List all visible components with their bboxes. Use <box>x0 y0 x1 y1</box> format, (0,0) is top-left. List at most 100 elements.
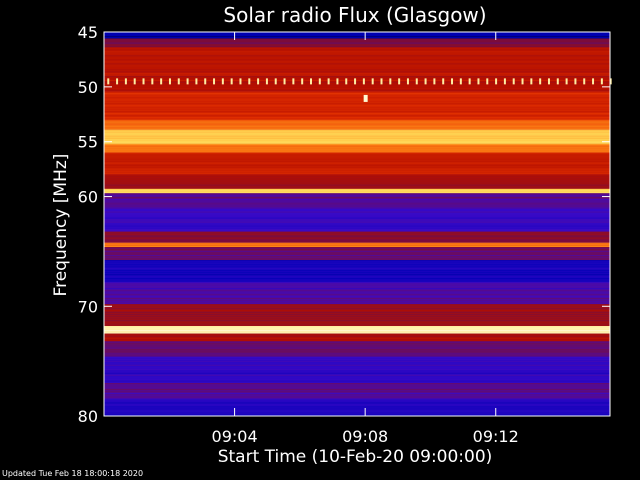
pulse-mark <box>248 78 251 85</box>
band-20 <box>104 333 610 342</box>
pulse-mark <box>151 78 154 85</box>
pulse-mark <box>503 78 506 85</box>
plot-frame <box>103 31 611 417</box>
pulse-mark <box>574 78 577 85</box>
pulse-mark <box>371 78 374 85</box>
y-tick-label: 50 <box>78 78 98 97</box>
pulse-mark <box>592 78 595 85</box>
band-24 <box>104 398 610 416</box>
pulse-mark <box>230 78 233 85</box>
pulse-mark <box>495 78 498 85</box>
pulse-mark <box>318 78 321 85</box>
pulse-mark <box>327 78 330 85</box>
pulse-mark <box>292 78 295 85</box>
updated-timestamp: Updated Tue Feb 18 18:00:18 2020 <box>2 469 144 478</box>
pulse-mark <box>133 78 136 85</box>
band-10 <box>104 188 610 194</box>
pulse-mark <box>442 78 445 85</box>
band-4 <box>104 91 610 121</box>
pulse-mark <box>142 78 145 85</box>
band-13 <box>104 231 610 243</box>
pulse-mark <box>539 78 542 85</box>
pulse-mark <box>380 78 383 85</box>
pulse-mark <box>186 78 189 85</box>
pulse-mark <box>530 78 533 85</box>
pulse-mark <box>213 78 216 85</box>
pulse-mark <box>433 78 436 85</box>
pulse-mark <box>512 78 515 85</box>
pulse-mark <box>415 78 418 85</box>
band-12 <box>104 207 610 233</box>
pulse-mark <box>274 78 277 85</box>
pulse-mark <box>406 78 409 85</box>
band-19 <box>104 326 610 334</box>
band-3 <box>104 75 610 92</box>
pulse-mark <box>301 78 304 85</box>
y-tick-label: 55 <box>78 133 98 152</box>
x-axis-label: Start Time (10-Feb-20 09:00:00) <box>218 447 493 467</box>
x-tick-label: 09:04 <box>212 427 258 446</box>
pulse-mark <box>221 78 224 85</box>
y-axis-ticks: 45 50 55 60 70 80 <box>78 23 610 426</box>
pulse-mark <box>486 78 489 85</box>
pulse-mark <box>265 78 268 85</box>
pulse-mark <box>609 78 612 85</box>
pulse-mark <box>468 78 471 85</box>
band-9 <box>104 174 610 190</box>
x-tick-label: 09:12 <box>473 427 519 446</box>
band-5 <box>104 119 610 130</box>
pulse-mark <box>116 78 119 85</box>
pulse-mark <box>239 78 242 85</box>
band-1 <box>104 38 610 48</box>
pulse-mark <box>204 78 207 85</box>
band-0 <box>104 32 610 39</box>
pulse-mark <box>177 78 180 85</box>
chart-title: Solar radio Flux (Glasgow) <box>223 3 486 27</box>
band-14 <box>104 242 610 248</box>
y-tick-label: 70 <box>78 297 98 316</box>
pulse-mark <box>451 78 454 85</box>
pulse-mark <box>459 78 462 85</box>
plot-area <box>103 31 612 417</box>
band-15 <box>104 247 610 261</box>
band-18 <box>104 304 610 327</box>
pulse-mark <box>521 78 524 85</box>
y-tick-label: 45 <box>78 23 98 42</box>
pulse-mark <box>354 78 357 85</box>
pulse-mark <box>257 78 260 85</box>
band-6 <box>104 129 610 145</box>
band-8 <box>104 152 610 175</box>
band-17 <box>104 282 610 305</box>
pulse-mark <box>398 78 401 85</box>
pulse-mark <box>600 78 603 85</box>
burst-mark <box>363 94 368 102</box>
band-21 <box>104 341 610 357</box>
pulse-mark <box>283 78 286 85</box>
pulse-mark <box>124 78 127 85</box>
pulse-mark <box>107 78 110 85</box>
y-tick-label: 80 <box>78 407 98 426</box>
pulse-mark <box>309 78 312 85</box>
x-axis-ticks: 09:04 09:08 09:12 <box>212 32 519 446</box>
band-2 <box>104 47 610 77</box>
pulse-mark <box>547 78 550 85</box>
band-16 <box>104 260 610 283</box>
pulse-mark <box>477 78 480 85</box>
band-7 <box>104 143 610 153</box>
pulse-mark <box>336 78 339 85</box>
pulse-mark <box>389 78 392 85</box>
band-22 <box>104 356 610 384</box>
pulse-mark <box>345 78 348 85</box>
pulse-mark <box>424 78 427 85</box>
pulse-mark <box>556 78 559 85</box>
pulse-mark <box>583 78 586 85</box>
pulse-mark <box>195 78 198 85</box>
band-23 <box>104 383 610 399</box>
y-axis-label: Frequency [MHz] <box>51 154 71 297</box>
y-tick-label: 60 <box>78 188 98 207</box>
x-tick-label: 09:08 <box>342 427 388 446</box>
pulse-mark <box>362 78 365 85</box>
pulse-mark <box>160 78 163 85</box>
band-11 <box>104 193 610 209</box>
